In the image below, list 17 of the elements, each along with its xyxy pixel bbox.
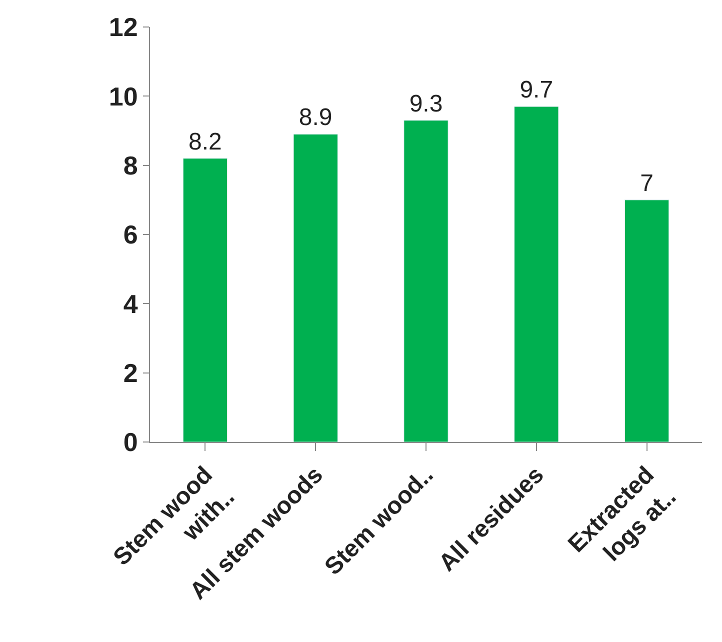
y-tick-label: 12 bbox=[108, 12, 138, 42]
y-tick-label: 4 bbox=[123, 288, 138, 319]
y-tick-label: 0 bbox=[123, 427, 138, 458]
data-label: 9.3 bbox=[409, 90, 443, 118]
y-tick-label: 8 bbox=[123, 150, 138, 180]
bar bbox=[404, 120, 448, 442]
bar bbox=[624, 200, 670, 442]
bar bbox=[293, 134, 338, 442]
bar bbox=[514, 106, 559, 442]
data-label: 8.2 bbox=[188, 128, 222, 156]
y-tick-label: 2 bbox=[123, 358, 138, 388]
data-label: 7 bbox=[640, 170, 654, 197]
data-label: 8.9 bbox=[298, 104, 332, 132]
y-tick-label: 10 bbox=[108, 81, 138, 112]
bar bbox=[182, 158, 228, 442]
data-label: 9.7 bbox=[520, 76, 554, 104]
y-tick-label: 6 bbox=[123, 220, 138, 250]
